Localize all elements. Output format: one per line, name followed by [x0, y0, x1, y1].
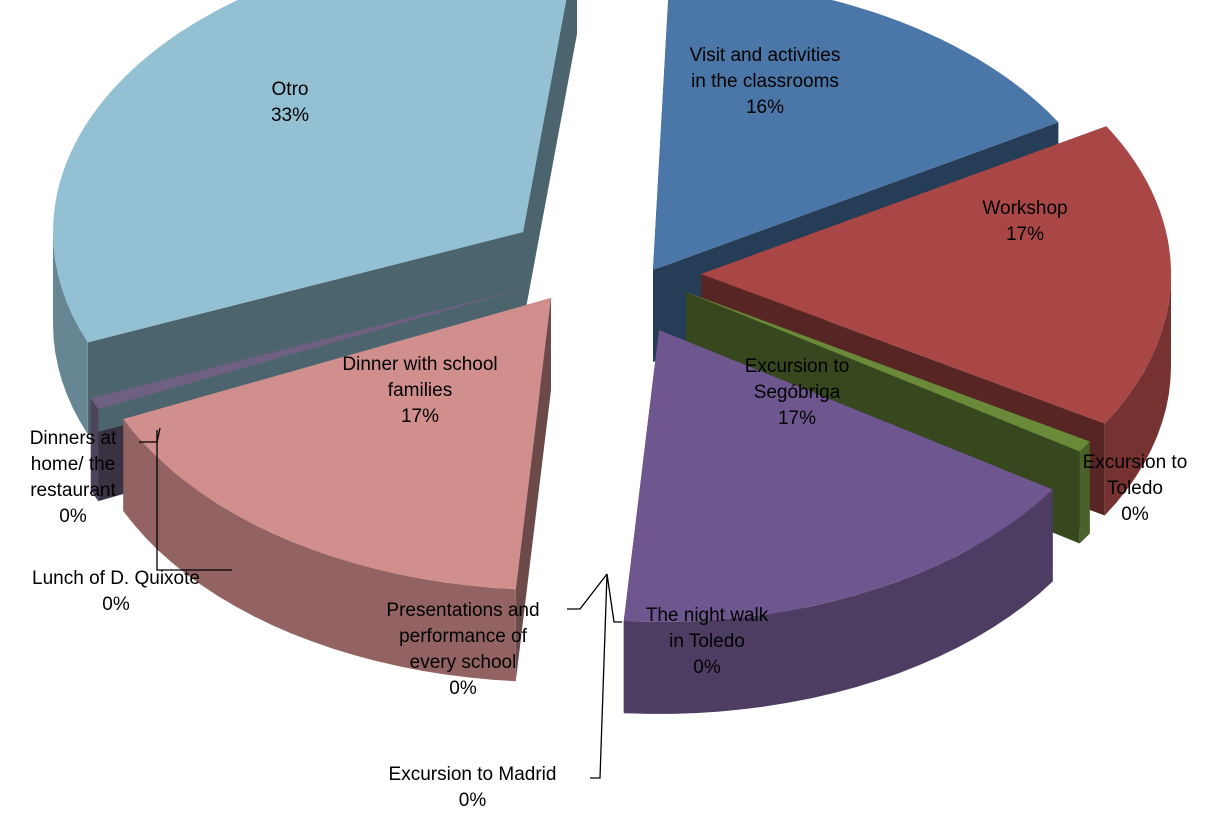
label-dinner-line2: families [300, 378, 540, 404]
label-otro: Otro 33% [230, 77, 350, 129]
label-visit-line2: in the classrooms [640, 69, 890, 95]
label-dinners-home-line1: Dinners at [8, 426, 138, 452]
label-dinners-home-pct: 0% [8, 504, 138, 530]
label-presentations-pct: 0% [358, 676, 568, 702]
label-workshop-line1: Workshop [945, 196, 1105, 222]
label-visit: Visit and activities in the classrooms 1… [640, 43, 890, 121]
label-dinners-home-line2: home/ the [8, 452, 138, 478]
label-presentations-line3: every school [358, 650, 568, 676]
label-visit-pct: 16% [640, 95, 890, 121]
label-dinner-pct: 17% [300, 404, 540, 430]
label-nightwalk: The night walk in Toledo 0% [622, 603, 792, 681]
label-nightwalk-pct: 0% [622, 655, 792, 681]
label-dinner-line1: Dinner with school [300, 352, 540, 378]
label-madrid-line1: Excursion to Madrid [360, 762, 585, 788]
leader-presentations [567, 574, 607, 609]
label-presentations-line1: Presentations and [358, 598, 568, 624]
label-lunch: Lunch of D. Quixote 0% [0, 566, 232, 618]
label-dinners-home: Dinners at home/ the restaurant 0% [8, 426, 138, 530]
label-dinner: Dinner with school families 17% [300, 352, 540, 430]
label-workshop-pct: 17% [945, 222, 1105, 248]
leader-madrid [590, 574, 607, 778]
label-lunch-line1: Lunch of D. Quixote [0, 566, 232, 592]
label-segobriga: Excursion to Segóbriga 17% [712, 354, 882, 432]
label-presentations-line2: performance of [358, 624, 568, 650]
label-otro-pct: 33% [230, 103, 350, 129]
label-dinners-home-line3: restaurant [8, 478, 138, 504]
label-madrid: Excursion to Madrid 0% [360, 762, 585, 814]
label-toledo: Excursion to Toledo 0% [1060, 450, 1208, 528]
label-segobriga-line1: Excursion to [712, 354, 882, 380]
label-segobriga-line2: Segóbriga [712, 380, 882, 406]
label-segobriga-pct: 17% [712, 406, 882, 432]
label-toledo-pct: 0% [1060, 502, 1208, 528]
label-madrid-pct: 0% [360, 788, 585, 814]
label-presentations: Presentations and performance of every s… [358, 598, 568, 702]
label-lunch-pct: 0% [0, 592, 232, 618]
label-workshop: Workshop 17% [945, 196, 1105, 248]
label-nightwalk-line1: The night walk [622, 603, 792, 629]
label-otro-line1: Otro [230, 77, 350, 103]
leader-nightwalk [607, 574, 622, 622]
label-toledo-line1: Excursion to [1060, 450, 1208, 476]
label-toledo-line2: Toledo [1060, 476, 1208, 502]
label-nightwalk-line2: in Toledo [622, 629, 792, 655]
label-visit-line1: Visit and activities [640, 43, 890, 69]
